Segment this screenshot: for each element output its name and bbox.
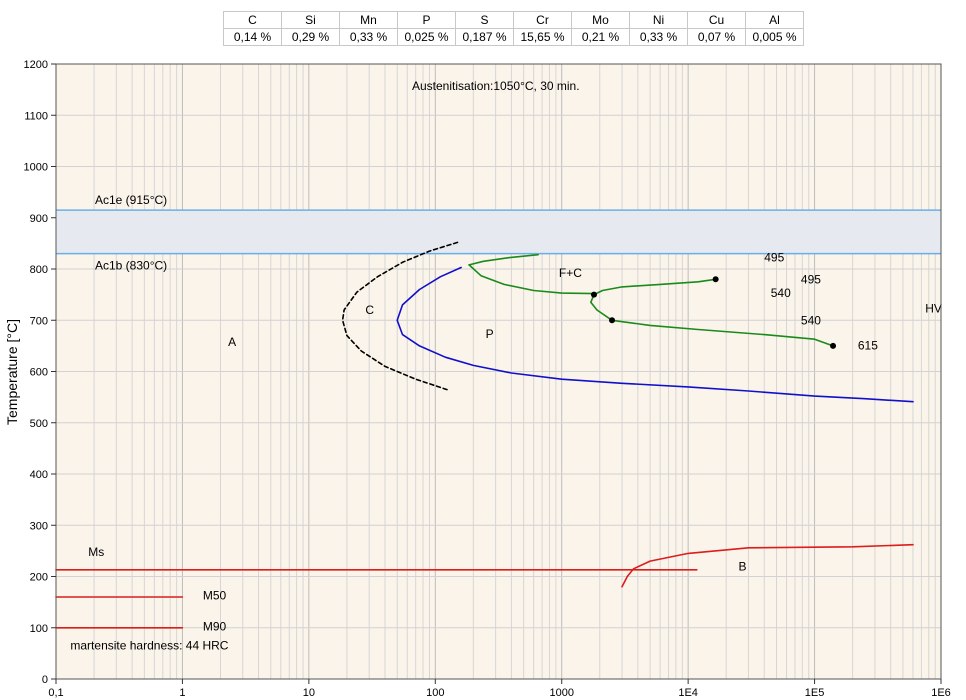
- ac1b-label: Ac1b (830°C): [95, 259, 167, 273]
- annotation: 615: [858, 338, 878, 352]
- axis-ticks: 0,1 1 10 100 1000 1E4 1E5 1E6 0 100 200 300 400 500 60…: [24, 59, 951, 699]
- ac1e-label: Ac1e (915°C): [95, 193, 167, 207]
- annotation: 540: [801, 313, 821, 327]
- element-percent: 15,65 %: [513, 28, 572, 46]
- series-line-5: [589, 293, 834, 347]
- y-tick-label: 800: [30, 264, 48, 276]
- band-fill: [56, 210, 941, 254]
- annotation: M90: [203, 619, 227, 633]
- series-line-9: [621, 543, 914, 588]
- annotation: M50: [203, 589, 227, 603]
- x-tick-label: 1E5: [805, 687, 825, 699]
- x-tick-label: 1E6: [931, 687, 951, 699]
- y-tick-label: 200: [30, 572, 48, 584]
- y-axis-label: Temperature [°C]: [4, 319, 20, 425]
- annotation: P: [486, 327, 494, 341]
- x-tick-label: 10: [303, 687, 315, 699]
- series-line-1: [396, 266, 914, 403]
- annotation: 495: [764, 250, 784, 264]
- element-percent: 0,005 %: [745, 28, 804, 46]
- x-tick-label: 1000: [549, 687, 573, 699]
- y-tick-label: 1200: [24, 59, 48, 71]
- y-tick-label: 700: [30, 315, 48, 327]
- y-tick-label: 0: [42, 674, 48, 686]
- hardness-marker: [830, 342, 837, 349]
- annotation: martensite hardness: 44 HRC: [70, 638, 228, 652]
- series-line-0: [341, 241, 459, 392]
- annotation: F+C: [559, 266, 582, 280]
- y-tick-label: 1100: [24, 110, 48, 122]
- y-tick-label: 600: [30, 367, 48, 379]
- y-tick-label: 400: [30, 469, 48, 481]
- x-tick-label: 1E4: [678, 687, 698, 699]
- x-tick-label: 0,1: [48, 687, 63, 699]
- element-percent: 0,33 %: [339, 28, 398, 46]
- annotation: B: [738, 559, 746, 573]
- annotation: HV: [925, 302, 942, 316]
- chart-title: Austenitisation:1050°C, 30 min.: [412, 79, 580, 93]
- element-percent: 0,07 %: [687, 28, 746, 46]
- element-percent: 0,025 %: [397, 28, 456, 46]
- element-percent: 0,14 %: [223, 28, 282, 46]
- hardness-marker: [609, 317, 616, 324]
- element-percent: 0,187 %: [455, 28, 514, 46]
- y-tick-label: 1000: [24, 162, 48, 174]
- hardness-marker: [590, 291, 597, 298]
- annotation: C: [365, 303, 374, 317]
- austenite-transformation-band: Ac1e (915°C) Ac1b (830°C): [56, 193, 941, 273]
- annotation: Ms: [88, 545, 104, 559]
- y-tick-label: 100: [30, 623, 48, 635]
- series-line-3: [468, 264, 595, 295]
- annotation: 540: [771, 286, 791, 300]
- element-symbol: Cu: [687, 11, 746, 29]
- y-tick-label: 900: [30, 213, 48, 225]
- annotation: 495: [801, 272, 821, 286]
- composition-table: C Si Mn P S Cr Mo Ni Cu Al 0,14 % 0,29 % 0,33 % 0,02…: [223, 11, 804, 46]
- series-line-4: [593, 278, 717, 296]
- composition-values-row: 0,14 % 0,29 % 0,33 % 0,025 % 0,187 % 15,65 % 0…: [223, 28, 804, 46]
- y-tick-label: 500: [30, 418, 48, 430]
- hardness-markers: [590, 276, 837, 349]
- x-tick-label: 1: [179, 687, 185, 699]
- y-tick-label: 300: [30, 520, 48, 532]
- annotation: A: [228, 335, 236, 349]
- series-line-2: [468, 253, 539, 266]
- annotations: A C P F+C 495 495 540 540 615 HV Ms B M50 M90 martensi…: [70, 250, 941, 652]
- series-lines: [55, 241, 914, 629]
- composition-header-row: C Si Mn P S Cr Mo Ni Cu Al: [223, 11, 804, 29]
- x-tick-label: 100: [426, 687, 444, 699]
- element-percent: 0,33 %: [629, 28, 688, 46]
- hardness-marker: [712, 276, 719, 283]
